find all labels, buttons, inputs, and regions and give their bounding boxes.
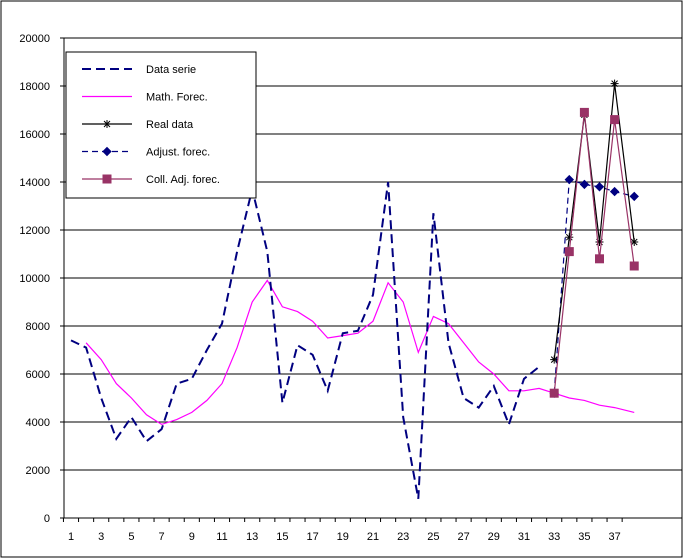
legend-label: Coll. Adj. forec. xyxy=(146,174,220,186)
square-marker xyxy=(564,247,574,257)
asterisk-marker xyxy=(565,233,574,242)
legend-label: Adjust. forec. xyxy=(146,147,210,159)
asterisk-marker xyxy=(550,355,559,364)
series-line xyxy=(70,181,540,499)
y-tick-label: 2000 xyxy=(26,465,50,477)
diamond-marker xyxy=(594,182,605,192)
x-tick-label: 7 xyxy=(159,531,165,543)
series-data-serie xyxy=(70,181,540,499)
legend: Data serie Math. Forec. Real data Adjust. f… xyxy=(65,51,257,199)
x-tick-label: 11 xyxy=(216,531,227,543)
square-marker xyxy=(549,388,559,398)
y-tick-label: 10000 xyxy=(19,273,50,285)
asterisk-stroke xyxy=(611,80,618,87)
y-tick-label: 0 xyxy=(44,513,50,525)
diamond-marker xyxy=(629,191,639,202)
square-marker xyxy=(595,254,604,264)
x-tick-label: 31 xyxy=(518,531,530,543)
diamond-marker xyxy=(564,174,575,185)
square-marker xyxy=(629,261,639,271)
series-math-forec xyxy=(85,279,635,426)
x-tick-label: 17 xyxy=(306,531,318,543)
x-tick-label: 35 xyxy=(578,531,590,543)
asterisk-marker xyxy=(630,238,639,246)
y-tick-label: 6000 xyxy=(26,369,50,381)
series-real-data xyxy=(550,79,639,364)
asterisk-marker xyxy=(610,79,619,88)
asterisk-stroke xyxy=(630,238,638,246)
x-tick-label: 25 xyxy=(427,531,439,543)
square-marker xyxy=(102,174,112,184)
series-layer xyxy=(70,79,639,499)
series-line xyxy=(553,112,635,394)
asterisk-marker xyxy=(595,238,604,246)
y-tick-label: 18000 xyxy=(19,81,50,93)
x-tick-label: 19 xyxy=(337,531,349,543)
asterisk-stroke xyxy=(550,356,558,363)
square-marker xyxy=(579,107,589,117)
y-tick-label: 8000 xyxy=(26,321,50,333)
y-tick-label: 4000 xyxy=(26,417,50,429)
x-tick-label: 33 xyxy=(548,531,560,543)
legend-label: Real data xyxy=(146,119,194,131)
y-tick-label: 16000 xyxy=(19,129,50,141)
x-tick-label: 21 xyxy=(367,531,379,543)
diamond-marker xyxy=(102,146,112,157)
series-line xyxy=(553,83,635,360)
legend-box xyxy=(65,51,257,199)
legend-label: Math. Forec. xyxy=(146,92,208,104)
x-tick-label: 15 xyxy=(276,531,288,543)
x-tick-label: 29 xyxy=(488,531,500,543)
x-tick-label: 5 xyxy=(128,531,134,543)
square-marker xyxy=(610,115,620,125)
y-axis-tick-labels: 0 2000 4000 6000 8000 10000 12000 14000 16000 180… xyxy=(19,33,50,525)
x-tick-label: 27 xyxy=(457,531,469,543)
axes xyxy=(60,37,682,522)
y-tick-label: 20000 xyxy=(19,33,50,45)
x-tick-label: 3 xyxy=(98,531,104,543)
asterisk-marker xyxy=(103,120,111,128)
x-tick-label: 37 xyxy=(608,531,620,543)
x-axis-tick-labels: 1 3 5 7 9 11 13 15 17 19 21 23 25 27 29 31 33 35 37 xyxy=(68,531,621,543)
diamond-marker xyxy=(609,186,620,197)
x-tick-label: 23 xyxy=(397,531,409,543)
x-tick-label: 1 xyxy=(68,531,74,543)
asterisk-stroke xyxy=(103,120,111,128)
x-tick-label: 9 xyxy=(189,531,195,543)
y-tick-label: 12000 xyxy=(19,225,50,237)
series-line xyxy=(85,279,635,426)
series-coll-adj-forec xyxy=(549,107,639,398)
y-tick-label: 14000 xyxy=(19,177,50,189)
x-tick-label: 13 xyxy=(246,531,258,543)
legend-label: Data serie xyxy=(146,64,196,76)
diamond-marker xyxy=(579,179,590,190)
